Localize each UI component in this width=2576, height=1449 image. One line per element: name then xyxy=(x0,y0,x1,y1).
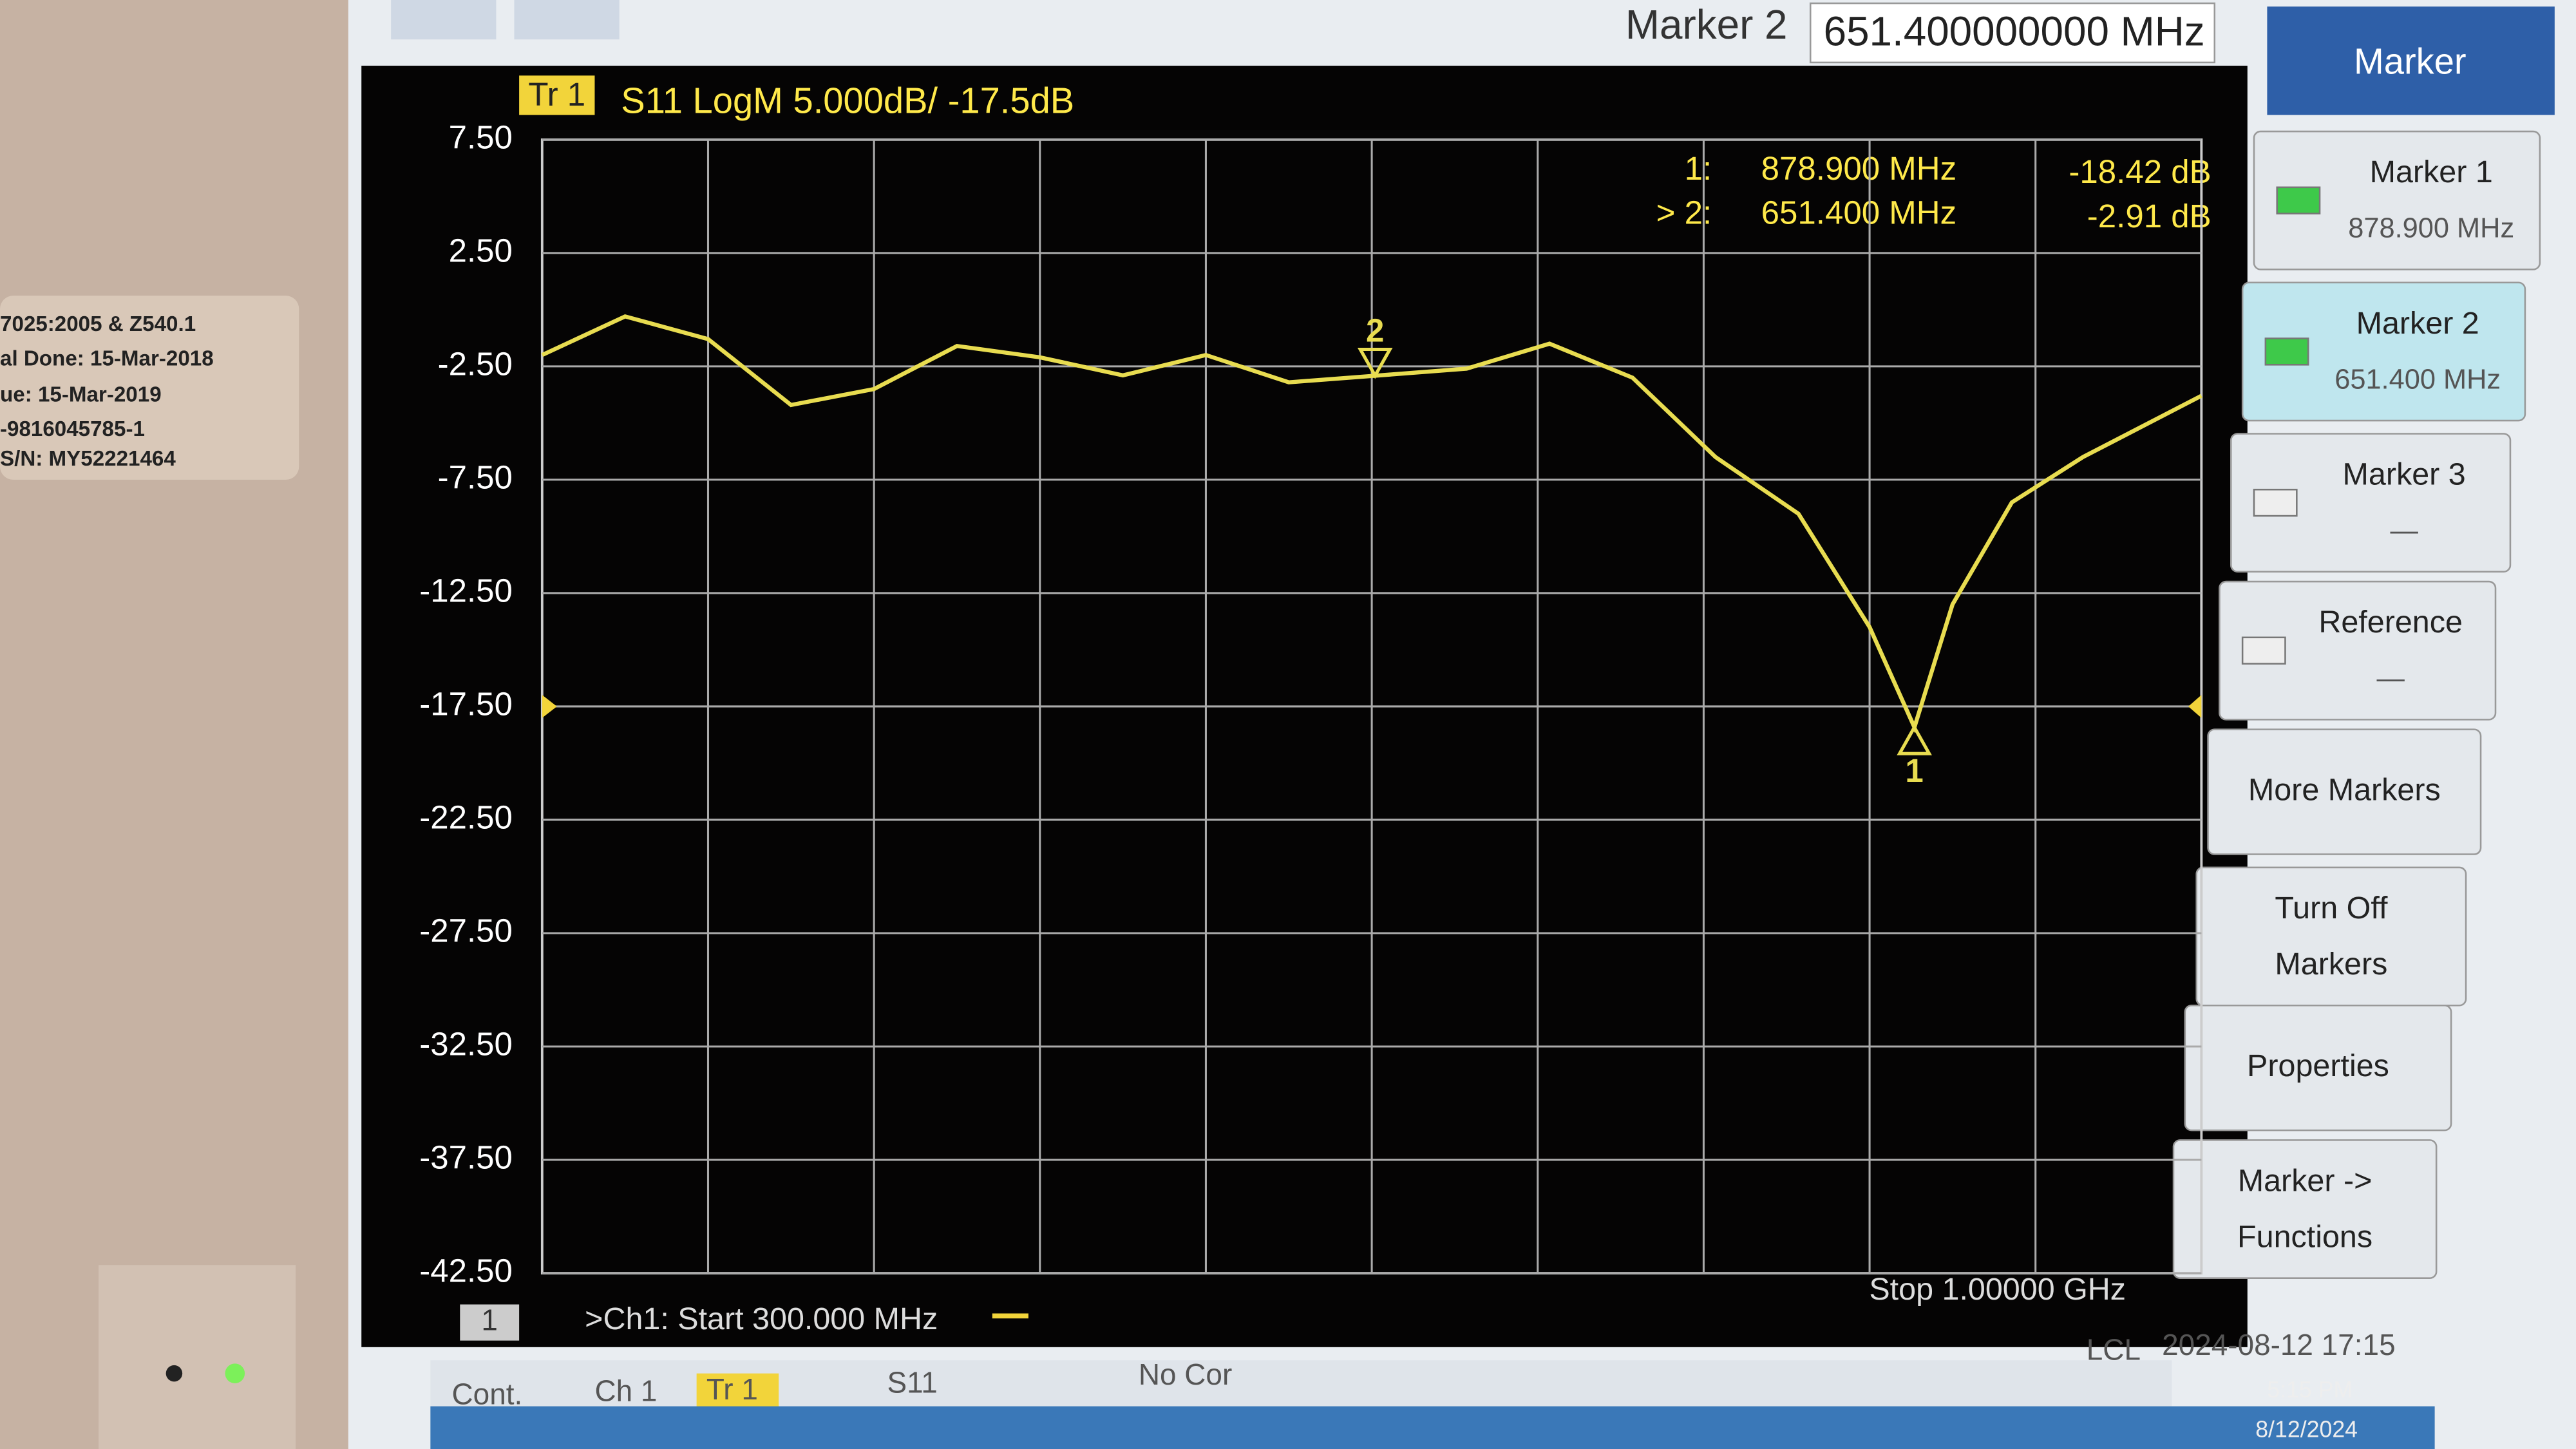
marker-field[interactable] xyxy=(1809,2,2216,64)
y-tick-label: -17.50 xyxy=(419,685,513,722)
button-icon xyxy=(2253,488,2298,517)
status-bar xyxy=(430,1360,2172,1413)
marker-triangle xyxy=(1357,347,1393,379)
sticker-line: -9816045785-1 xyxy=(0,417,145,441)
button-sub: — xyxy=(2376,663,2405,694)
start-label: >Ch1: Start 300.000 MHz xyxy=(585,1302,938,1336)
button-icon xyxy=(2264,337,2309,366)
y-tick-label: -42.50 xyxy=(419,1253,513,1289)
button-label: Marker 1 xyxy=(2370,155,2493,189)
status-item: S11 xyxy=(887,1366,938,1399)
button-label: Turn Off xyxy=(2275,891,2388,925)
button-label: Markers xyxy=(2275,947,2387,981)
sticker-line: al Done: 15-Mar-2018 xyxy=(0,346,214,370)
stop-label: Stop 1.00000 GHz xyxy=(1869,1272,2126,1307)
readout-index: > 2: xyxy=(1656,194,1712,231)
marker-triangle xyxy=(1897,724,1932,755)
y-tick-label: -2.50 xyxy=(438,345,513,382)
button-label: Reference xyxy=(2318,605,2463,639)
status-item: LCL xyxy=(2087,1333,2141,1367)
y-tick-label: -37.50 xyxy=(419,1139,513,1176)
panel-title: Marker xyxy=(2354,41,2467,81)
panel-title-bg xyxy=(2267,6,2555,115)
button-sub: 651.400 MHz xyxy=(2334,364,2501,395)
panel-button[interactable] xyxy=(2172,1139,2438,1279)
status-item: Ch 1 xyxy=(594,1374,657,1407)
status-item: 2024-08-12 17:15 xyxy=(2162,1328,2395,1361)
trace-tag-text: Tr 1 xyxy=(528,76,585,113)
led xyxy=(225,1363,245,1383)
bezel xyxy=(0,0,378,1449)
button-label: Marker -> xyxy=(2238,1164,2372,1198)
taskbar-date: 8/12/2024 xyxy=(2255,1416,2358,1442)
y-tick-label: -12.50 xyxy=(419,572,513,609)
y-tick-label: -7.50 xyxy=(438,459,513,495)
sticker-line: ue: 15-Mar-2019 xyxy=(0,383,162,407)
status-item: No Cor xyxy=(1139,1358,1232,1391)
y-tick-label: 2.50 xyxy=(449,232,513,269)
button-label: Properties xyxy=(2247,1048,2389,1083)
led xyxy=(166,1365,183,1382)
button-icon xyxy=(2241,636,2286,665)
status-trace xyxy=(696,1373,779,1410)
readout-value: -18.42 dB xyxy=(2069,153,2211,190)
taskbar xyxy=(430,1406,2435,1449)
button-label: More Markers xyxy=(2248,772,2441,807)
channel-number: 1 xyxy=(481,1303,498,1337)
plot: 7.50 2.50 -2.50 -7.50 -12.50 -17.50 -22.50 -27.… xyxy=(419,118,2203,1289)
taskbar-time: 5:15 PM xyxy=(2267,1377,2353,1403)
redo-button[interactable] xyxy=(514,0,620,40)
trace-tag xyxy=(519,75,595,115)
sticker xyxy=(0,296,299,480)
undo-button[interactable] xyxy=(391,0,497,40)
trace xyxy=(541,314,2202,734)
reference-arrow xyxy=(542,695,557,718)
panel-button[interactable] xyxy=(2241,281,2526,422)
button-sub: — xyxy=(2390,515,2418,546)
readout-freq: 651.400 MHz xyxy=(1761,194,1956,231)
y-tick-label: -22.50 xyxy=(419,799,513,835)
panel-button[interactable] xyxy=(2195,866,2467,1007)
sticker-line: 7025:2005 & Z540.1 xyxy=(0,312,196,336)
marker-field-text: 651.400000000 MHz xyxy=(1824,8,2205,54)
trace-header: S11 LogM 5.000dB/ -17.5dB xyxy=(621,80,1074,121)
button-label: Marker 2 xyxy=(2356,306,2479,341)
button-icon xyxy=(2276,186,2321,214)
readout-index: 1: xyxy=(1685,150,1712,187)
y-tick-label: -32.50 xyxy=(419,1025,513,1062)
marker-label: 2 xyxy=(1366,312,1384,348)
marker-panel: Marker 1 878.900 MHz Marker 2 651.400 MHz Ma… xyxy=(2172,130,2541,1279)
marker-label: 1 xyxy=(1905,752,1923,789)
reference-arrow xyxy=(2188,695,2202,718)
status-item: Cont. xyxy=(452,1377,523,1410)
channel-box xyxy=(460,1304,520,1341)
panel-button[interactable] xyxy=(2219,580,2497,721)
panel-button[interactable] xyxy=(2230,433,2512,573)
marker-label: Marker 2 xyxy=(1625,1,1788,48)
panel-button[interactable] xyxy=(2184,1004,2452,1132)
readout-value: -2.91 dB xyxy=(2087,198,2211,234)
button-label: Functions xyxy=(2237,1219,2372,1254)
sticker-line: S/N: MY52221464 xyxy=(0,447,176,471)
readout-freq: 878.900 MHz xyxy=(1761,150,1956,187)
y-tick-label: 7.50 xyxy=(449,118,513,155)
status-item: Tr 1 xyxy=(706,1372,758,1406)
panel-button[interactable] xyxy=(2253,130,2541,270)
power-panel xyxy=(99,1265,296,1449)
panel-button[interactable] xyxy=(2207,728,2482,855)
button-sub: 878.900 MHz xyxy=(2348,213,2514,244)
button-label: Marker 3 xyxy=(2343,457,2466,492)
y-tick-label: -27.50 xyxy=(419,912,513,949)
